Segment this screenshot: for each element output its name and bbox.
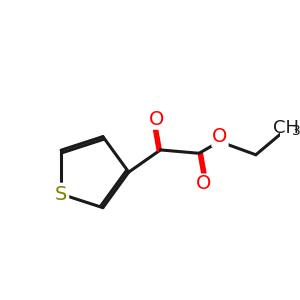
Text: O: O: [196, 174, 211, 194]
Text: S: S: [55, 184, 67, 204]
Text: CH: CH: [273, 118, 299, 136]
Text: O: O: [148, 110, 164, 129]
Text: 3: 3: [292, 124, 300, 138]
Text: O: O: [212, 127, 228, 146]
